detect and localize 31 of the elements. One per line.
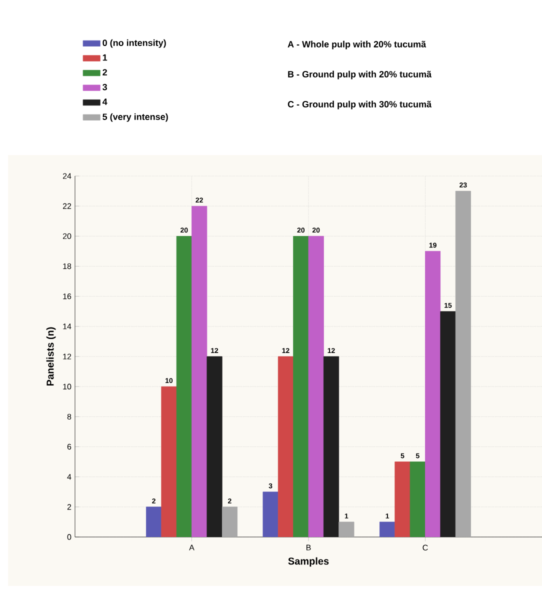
- legend-label: 3: [102, 84, 107, 90]
- y-tick-label: 20: [62, 233, 72, 239]
- y-tick-label: 16: [63, 294, 72, 300]
- y-tick-label: 18: [63, 263, 72, 270]
- text: B - Ground pulp with 20% tucumã: [288, 70, 432, 80]
- x-tick-label: C: [422, 544, 428, 550]
- y-tick-label: 24: [62, 173, 72, 179]
- x-tick-label: B: [306, 544, 311, 550]
- y-tick-label: 14: [63, 324, 72, 330]
- y-tick-label: 6: [67, 444, 72, 450]
- legend-label: 2: [102, 69, 107, 76]
- bar: [176, 236, 192, 537]
- y-tick-label: 8: [67, 414, 72, 420]
- text: C - Ground pulp with 30% tucumã: [288, 100, 432, 110]
- bar: [293, 236, 309, 537]
- y-axis-title: Panelists (n): [46, 327, 56, 386]
- y-tick-label: 4: [67, 474, 72, 480]
- legend-label: 1: [102, 54, 107, 61]
- y-tick-label: 10: [63, 384, 72, 390]
- legend-label: 5 (very intense): [102, 113, 168, 122]
- y-tick-label: 0: [67, 534, 72, 540]
- y-tick-label: 12: [63, 354, 71, 360]
- y-tick-label: 22: [62, 203, 71, 209]
- text: A - Whole pulp with 20% tucumã: [288, 40, 426, 50]
- x-tick-label: A: [189, 544, 194, 550]
- bar: [338, 522, 354, 537]
- x-axis-title: Samples: [288, 557, 329, 567]
- legend-label: 4: [102, 98, 108, 105]
- bar: [410, 462, 426, 537]
- legend-label: 0 (no intensity): [102, 39, 166, 48]
- y-tick-label: 2: [67, 504, 71, 510]
